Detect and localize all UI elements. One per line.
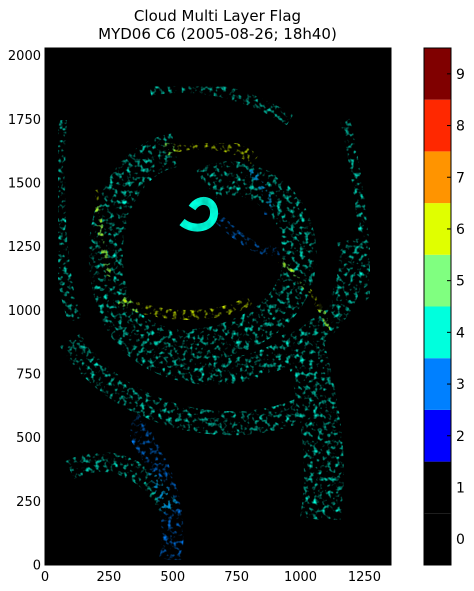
y-tick-label: 0 (33, 559, 41, 574)
y-tick-label: 750 (16, 367, 41, 382)
colorbar-tick-label: 6 (456, 222, 465, 238)
colorbar-segment (424, 48, 451, 100)
colorbar-segment (424, 306, 451, 359)
colorbar-segment (424, 151, 451, 204)
colorbar-segment (424, 254, 451, 307)
x-tick-label: 250 (96, 570, 121, 585)
colorbar-segment (424, 513, 451, 565)
colorbar-tick-label: 2 (456, 429, 465, 445)
heatmap-image (45, 48, 391, 565)
x-tick-label: 1000 (284, 570, 317, 585)
colorbar-tick-label: 3 (456, 377, 465, 393)
x-tick-label: 750 (224, 570, 249, 585)
colorbar-segment (424, 409, 451, 462)
colorbar-tick-label: 0 (456, 532, 465, 548)
x-tick-label: 0 (41, 570, 49, 585)
y-tick-label: 2000 (8, 49, 41, 64)
colorbar-tick-label: 1 (456, 480, 465, 496)
colorbar-segment (424, 203, 451, 255)
plot-frame (44, 47, 392, 566)
colorbar-tick-label: 8 (456, 119, 465, 135)
colorbar-tick-label: 4 (456, 325, 465, 341)
y-tick-label: 1250 (8, 240, 41, 255)
colorbar: 0 1 2 3 4 5 6 7 8 9 (423, 47, 465, 566)
y-tick-label: 1750 (8, 113, 41, 128)
axes: 0 250 500 750 1000 1250 0 250 500 750 1000 1250 1500… (8, 48, 391, 585)
y-tick-label: 1500 (8, 176, 41, 191)
x-tick-label: 500 (160, 570, 185, 585)
colorbar-tick-label: 9 (456, 67, 465, 83)
colorbar-frame (423, 47, 452, 566)
colorbar-tick-label: 7 (456, 170, 465, 186)
y-tick-label: 500 (16, 431, 41, 446)
colorbar-segment (424, 99, 451, 152)
colorbar-segment (424, 461, 451, 514)
colorbar-segment (424, 358, 451, 410)
y-tick-label: 1000 (8, 304, 41, 319)
y-tick-label: 250 (16, 495, 41, 510)
colorbar-tick-label: 5 (456, 274, 465, 290)
x-tick-label: 1250 (348, 570, 381, 585)
